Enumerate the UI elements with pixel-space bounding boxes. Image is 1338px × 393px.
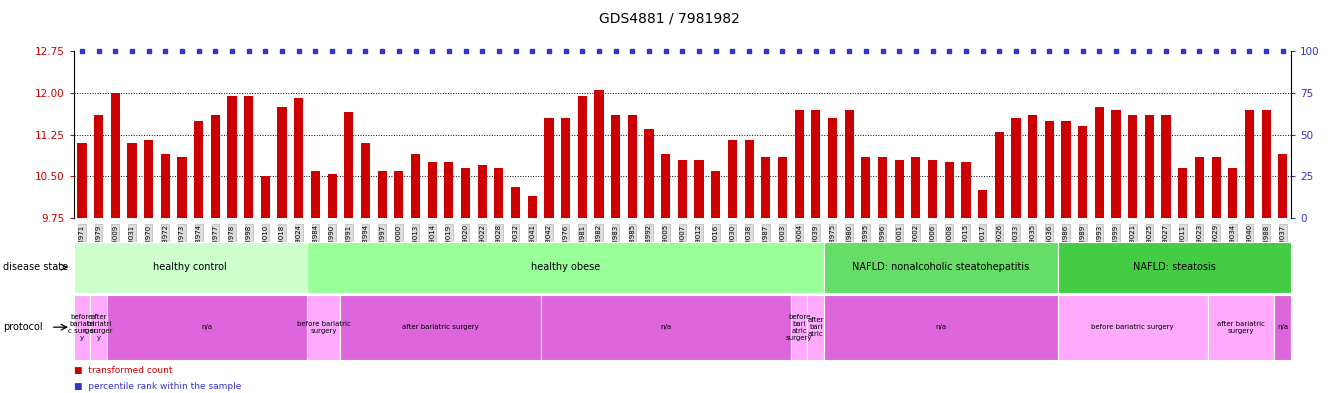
Text: protocol: protocol bbox=[3, 322, 43, 332]
Bar bbox=[261, 176, 270, 218]
Bar bbox=[761, 157, 771, 218]
Bar bbox=[1195, 157, 1204, 218]
Bar bbox=[678, 160, 686, 218]
Bar bbox=[1012, 118, 1021, 218]
Bar bbox=[994, 132, 1004, 218]
Text: disease state: disease state bbox=[3, 262, 68, 272]
Bar bbox=[244, 95, 253, 218]
Bar bbox=[211, 115, 219, 218]
Bar bbox=[978, 190, 987, 218]
Bar bbox=[1094, 107, 1104, 218]
Text: after bariatric surgery: after bariatric surgery bbox=[403, 324, 479, 330]
Text: ■  percentile rank within the sample: ■ percentile rank within the sample bbox=[74, 382, 241, 391]
Bar bbox=[878, 157, 887, 218]
Bar bbox=[929, 160, 937, 218]
Bar bbox=[1028, 115, 1037, 218]
Text: n/a: n/a bbox=[660, 324, 672, 330]
Bar bbox=[895, 160, 903, 218]
Bar bbox=[561, 118, 570, 218]
Bar bbox=[111, 93, 120, 218]
Bar bbox=[862, 157, 871, 218]
Bar bbox=[462, 168, 470, 218]
Text: after bariatric
surgery: after bariatric surgery bbox=[1218, 321, 1266, 334]
Bar bbox=[294, 98, 304, 218]
Text: before
bari
atric
surgery: before bari atric surgery bbox=[785, 314, 812, 341]
Text: ■  transformed count: ■ transformed count bbox=[74, 366, 173, 375]
Bar bbox=[178, 157, 186, 218]
Bar bbox=[161, 154, 170, 218]
Bar bbox=[411, 154, 420, 218]
Bar bbox=[478, 165, 487, 218]
Bar bbox=[661, 154, 670, 218]
Bar bbox=[712, 171, 720, 218]
Bar bbox=[1161, 115, 1171, 218]
Bar bbox=[728, 140, 737, 218]
Bar bbox=[527, 196, 537, 218]
Text: GDS4881 / 7981982: GDS4881 / 7981982 bbox=[598, 12, 740, 26]
Bar bbox=[277, 107, 286, 218]
Bar bbox=[361, 143, 371, 218]
Bar bbox=[511, 187, 520, 218]
Text: before bariatric surgery: before bariatric surgery bbox=[1092, 324, 1173, 330]
Bar bbox=[777, 157, 787, 218]
Bar bbox=[811, 110, 820, 218]
Bar bbox=[344, 112, 353, 218]
Bar bbox=[1128, 115, 1137, 218]
Bar bbox=[1179, 168, 1187, 218]
Text: n/a: n/a bbox=[935, 324, 946, 330]
Bar bbox=[795, 110, 804, 218]
Bar bbox=[961, 162, 970, 218]
Text: n/a: n/a bbox=[202, 324, 213, 330]
Bar bbox=[78, 143, 87, 218]
Bar bbox=[194, 121, 203, 218]
Bar bbox=[377, 171, 387, 218]
Text: NAFLD: steatosis: NAFLD: steatosis bbox=[1133, 262, 1216, 272]
Text: healthy control: healthy control bbox=[154, 262, 227, 272]
Text: n/a: n/a bbox=[1278, 324, 1288, 330]
Bar bbox=[1145, 115, 1153, 218]
Bar bbox=[1112, 110, 1121, 218]
Bar bbox=[127, 143, 136, 218]
Bar bbox=[1262, 110, 1271, 218]
Bar bbox=[628, 115, 637, 218]
Text: healthy obese: healthy obese bbox=[531, 262, 601, 272]
Bar bbox=[694, 160, 704, 218]
Text: before bariatric
surgery: before bariatric surgery bbox=[297, 321, 351, 334]
Text: after
bariatri
c surger
y: after bariatri c surger y bbox=[84, 314, 112, 341]
Bar bbox=[844, 110, 854, 218]
Bar bbox=[444, 162, 454, 218]
Text: before
bariatri
c surger
y: before bariatri c surger y bbox=[68, 314, 96, 341]
Bar bbox=[428, 162, 436, 218]
Bar bbox=[945, 162, 954, 218]
Bar bbox=[1244, 110, 1254, 218]
Bar bbox=[94, 115, 103, 218]
Bar bbox=[328, 174, 337, 218]
Bar bbox=[1061, 121, 1070, 218]
Bar bbox=[494, 168, 503, 218]
Bar bbox=[1228, 168, 1238, 218]
Bar bbox=[227, 95, 237, 218]
Bar bbox=[395, 171, 404, 218]
Bar bbox=[310, 171, 320, 218]
Bar bbox=[1211, 157, 1220, 218]
Bar bbox=[1078, 126, 1088, 218]
Bar bbox=[828, 118, 838, 218]
Bar bbox=[1278, 154, 1287, 218]
Text: NAFLD: nonalcoholic steatohepatitis: NAFLD: nonalcoholic steatohepatitis bbox=[852, 262, 1029, 272]
Text: after
bari
atric: after bari atric bbox=[808, 317, 824, 337]
Bar bbox=[911, 157, 921, 218]
Bar bbox=[645, 129, 653, 218]
Bar bbox=[1045, 121, 1054, 218]
Bar bbox=[145, 140, 154, 218]
Bar bbox=[611, 115, 621, 218]
Bar bbox=[594, 90, 603, 218]
Bar bbox=[545, 118, 554, 218]
Bar bbox=[744, 140, 753, 218]
Bar bbox=[578, 95, 587, 218]
